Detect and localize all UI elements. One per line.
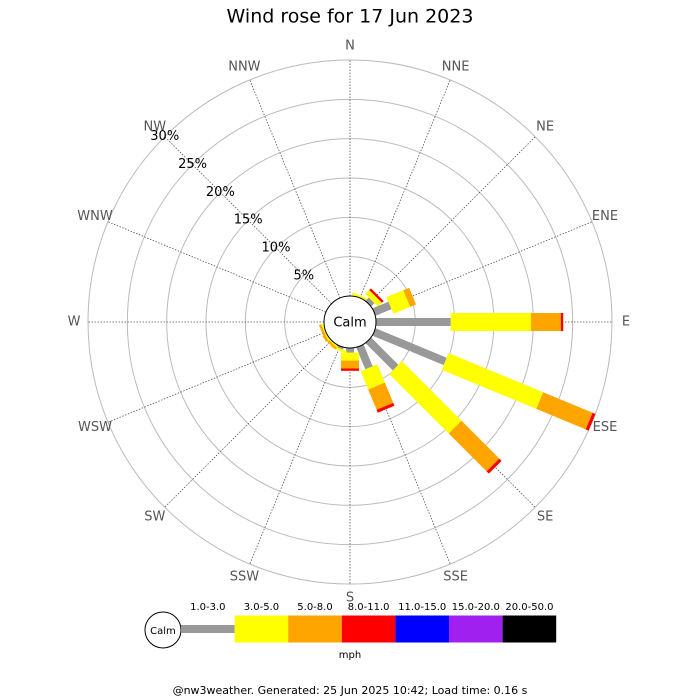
r-tick-label: 20%: [206, 185, 235, 200]
bar-segment: [560, 313, 564, 331]
direction-label: WSW: [78, 420, 112, 435]
direction-label: ENE: [592, 209, 618, 224]
direction-label: SSE: [443, 569, 468, 584]
bar-segment: [536, 392, 593, 430]
direction-label: NNW: [228, 60, 260, 75]
bar-segment: [321, 323, 330, 341]
legend-swatch: [449, 615, 503, 643]
grid-ring: [126, 98, 574, 546]
bar-segment: [365, 297, 375, 307]
bar-segment: [341, 352, 359, 361]
bar-segment: [389, 361, 462, 434]
spoke: [249, 79, 341, 299]
bar-segment: [386, 290, 411, 314]
direction-label: SSW: [230, 569, 260, 584]
spoke: [164, 340, 332, 508]
spoke: [368, 136, 536, 304]
bar-segment: [318, 324, 328, 342]
bar-segment: [585, 412, 596, 431]
bar-segment: [365, 290, 382, 307]
direction-label: WNW: [77, 209, 113, 224]
legend-calm-label: Calm: [150, 626, 176, 637]
legend-label: 20.0-50.0: [505, 602, 553, 613]
calm-label: Calm: [333, 316, 366, 331]
r-tick-label: 25%: [178, 157, 207, 172]
legend-swatch: [395, 615, 449, 643]
legend-swatch: [234, 615, 289, 643]
bar-segment: [346, 348, 354, 353]
direction-label: N: [345, 39, 355, 54]
legend-swatch: [181, 625, 235, 633]
bar-segment: [530, 313, 561, 331]
bar-segment: [486, 458, 502, 474]
bar-segment: [341, 360, 359, 369]
bar-segment: [403, 287, 416, 307]
legend-label: 5.0-8.0: [297, 602, 332, 613]
direction-label: SW: [144, 510, 165, 525]
bar-segment: [365, 337, 399, 371]
direction-label: E: [622, 315, 630, 330]
bar-segment: [448, 420, 500, 472]
spoke: [164, 136, 332, 304]
legend-label: 1.0-3.0: [190, 602, 225, 613]
spoke: [107, 221, 327, 313]
chart-title: Wind rose for 17 Jun 2023: [227, 6, 474, 28]
legend-label: 3.0-5.0: [244, 602, 279, 613]
bar-segment: [369, 288, 384, 303]
legend-swatch: [502, 615, 557, 643]
bar-segment: [360, 364, 385, 390]
bar-segment: [376, 402, 395, 413]
spoke: [107, 331, 327, 423]
bar-segment: [341, 368, 359, 371]
bar-segment: [372, 301, 392, 316]
legend-swatch: [341, 615, 396, 643]
r-tick-label: 10%: [262, 240, 291, 255]
bar-segment: [351, 292, 370, 302]
r-tick-label: 5%: [293, 268, 314, 283]
unit-label: mph: [339, 650, 361, 661]
direction-label: SE: [537, 510, 553, 525]
spoke: [359, 79, 451, 299]
bar-segment: [441, 353, 544, 409]
legend-label: 8.0-11.0: [348, 602, 390, 613]
direction-label: NNE: [442, 60, 470, 75]
legend-label: 11.0-15.0: [398, 602, 446, 613]
bar-segment: [450, 313, 531, 331]
legend-swatch: [288, 615, 342, 643]
footer: @nw3weather. Generated: 25 Jun 2025 10:4…: [173, 684, 528, 697]
direction-label: NE: [536, 119, 554, 134]
direction-label: S: [346, 591, 354, 606]
direction-label: ESE: [593, 420, 618, 435]
bar-segment: [368, 382, 394, 410]
bar-segment: [356, 344, 373, 370]
bar-segment: [372, 328, 447, 366]
bar-segment: [376, 318, 451, 326]
bar-segment: [335, 344, 344, 350]
r-tick-label: 15%: [234, 213, 263, 228]
r-tick-label: 30%: [150, 129, 179, 144]
legend-label: 15.0-20.0: [452, 602, 500, 613]
calm-circle: [323, 295, 377, 349]
grid-ring: [87, 59, 613, 585]
spoke: [249, 345, 341, 565]
direction-label: W: [68, 315, 81, 330]
direction-label: NW: [144, 119, 167, 134]
